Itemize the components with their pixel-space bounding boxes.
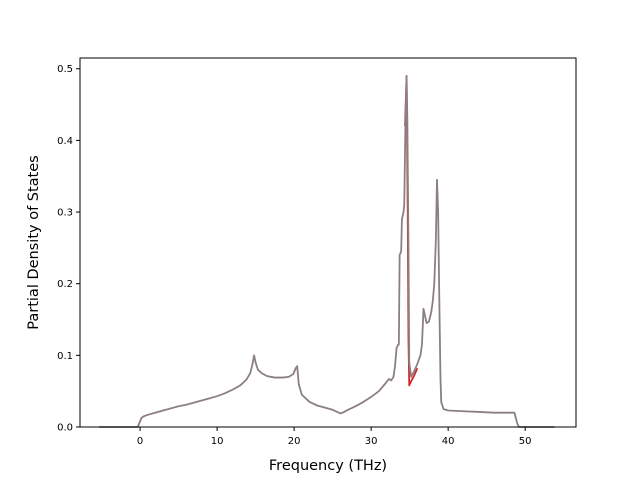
x-axis: 0 10 20 30 40 50 [137,427,532,447]
y-tick-label: 0.4 [57,136,73,147]
x-tick-label: 40 [442,436,455,447]
x-axis-label: Frequency (THz) [269,458,387,474]
x-tick-label: 10 [211,436,224,447]
y-tick-label: 0.1 [57,351,73,362]
plot-area-frame [79,57,577,428]
x-tick-label: 50 [519,436,532,447]
y-tick-label: 0.5 [57,64,73,75]
series-layer [99,75,555,428]
x-tick-label: 0 [137,436,143,447]
y-axis-label: Partial Density of States [26,155,42,329]
y-axis: 0.0 0.1 0.2 0.3 0.4 0.5 [57,64,80,434]
y-tick-label: 0.0 [57,423,73,434]
x-tick-label: 20 [288,436,301,447]
y-tick-label: 0.3 [57,208,73,219]
x-tick-label: 30 [365,436,378,447]
series-line-1 [99,75,555,428]
y-tick-label: 0.2 [57,279,73,290]
